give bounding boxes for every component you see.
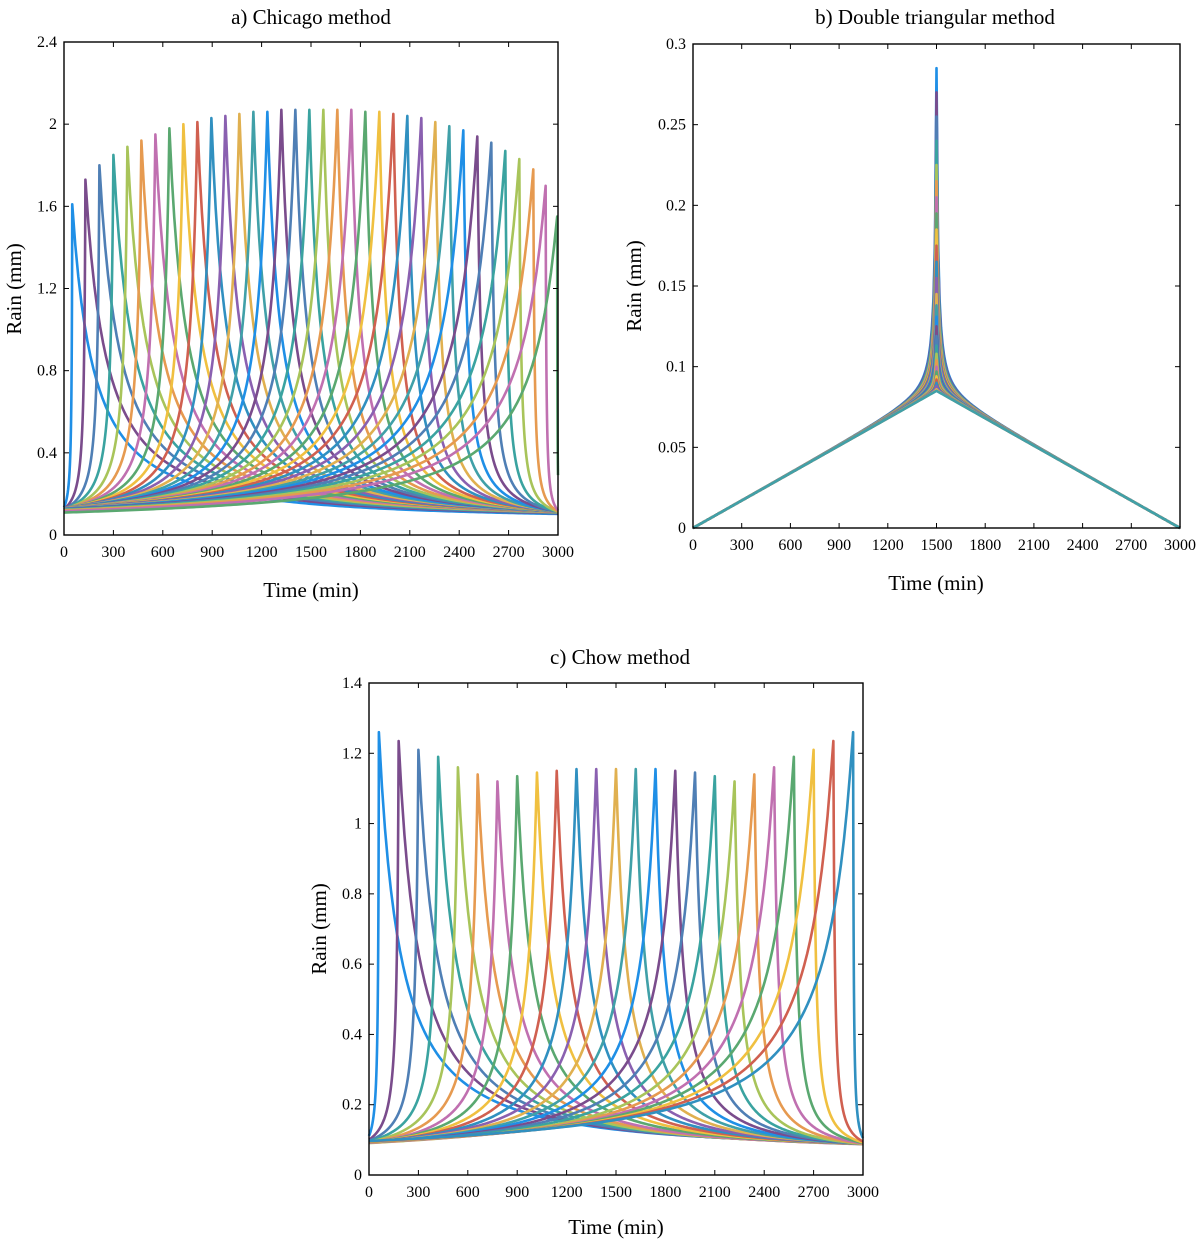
chow-y-tick-label: 1.2 xyxy=(342,745,362,762)
chow-y-tick-label: 0.6 xyxy=(342,956,362,973)
chicago-x-tick-label: 2100 xyxy=(394,544,426,561)
chow-curves xyxy=(367,730,865,1146)
panel-double-triangular: b) Double triangular method 0 300 600 900 12… xyxy=(622,5,1196,595)
chow-x-tick-label: 2100 xyxy=(699,1184,731,1201)
double-triangular-series-line xyxy=(692,381,1181,530)
chow-y-tick-label: 1 xyxy=(354,816,362,833)
double-triangular-x-tick-label: 900 xyxy=(827,537,851,554)
double-triangular-x-tick-label: 2400 xyxy=(1067,537,1099,554)
double-triangular-series-line xyxy=(692,370,1181,530)
chow-x-label: Time (min) xyxy=(568,1215,663,1239)
chicago-title: a) Chicago method xyxy=(231,5,391,29)
double-triangular-series-line xyxy=(692,387,1181,530)
chicago-y-tick-label: 0.4 xyxy=(37,445,57,462)
chow-series-line xyxy=(368,730,865,1143)
chow-x-tick-label: 2700 xyxy=(798,1184,830,1201)
double-triangular-y-tick-label: 0.25 xyxy=(658,117,686,134)
chicago-y-tick-label: 0 xyxy=(49,527,57,544)
chow-y-tick-label: 1.4 xyxy=(342,675,362,692)
chow-x-tick-label: 300 xyxy=(406,1184,430,1201)
chicago-x-tick-label: 3000 xyxy=(542,544,574,561)
chow-x-tick-label: 1500 xyxy=(600,1184,632,1201)
chow-y-tick-label: 0.8 xyxy=(342,886,362,903)
double-triangular-x-tick-label: 1500 xyxy=(921,537,953,554)
chicago-y-label: Rain (mm) xyxy=(2,243,26,335)
chicago-x-tick-label: 300 xyxy=(101,544,125,561)
double-triangular-y-tick-label: 0.3 xyxy=(666,36,686,53)
double-triangular-x-tick-label: 2700 xyxy=(1115,537,1147,554)
panel-chow: c) Chow method 0 300 600 900 1200 1500 1800 210… xyxy=(307,645,879,1239)
chow-x-tick-label: 900 xyxy=(505,1184,529,1201)
double-triangular-x-tick-label: 0 xyxy=(689,537,697,554)
double-triangular-y-tick-label: 0 xyxy=(678,520,686,537)
chow-title: c) Chow method xyxy=(550,645,690,669)
double-triangular-series-line xyxy=(692,378,1181,530)
chicago-x-tick-label: 1800 xyxy=(344,544,376,561)
double-triangular-x-tick-label: 600 xyxy=(778,537,802,554)
chow-x-tick-label: 0 xyxy=(365,1184,373,1201)
double-triangular-y-tick-label: 0.1 xyxy=(666,359,686,376)
chicago-y-tick-label: 0.8 xyxy=(37,363,57,380)
chow-y-tick-label: 0.4 xyxy=(342,1026,362,1043)
double-triangular-x-tick-label: 1800 xyxy=(969,537,1001,554)
chicago-y-tick-label: 1.2 xyxy=(37,281,57,298)
chow-x-tick-label: 600 xyxy=(456,1184,480,1201)
chicago-series-line xyxy=(62,202,559,516)
chow-y-tick-label: 0 xyxy=(354,1167,362,1184)
chicago-y-tick-label: 2.4 xyxy=(37,34,57,51)
chicago-y-tick-label: 2 xyxy=(49,116,57,133)
chow-x-tick-label: 2400 xyxy=(748,1184,780,1201)
double-triangular-series-line xyxy=(692,375,1181,530)
panel-chicago: a) Chicago method 0 300 600 900 1200 1500 1800… xyxy=(2,5,574,602)
chow-x-tick-label: 3000 xyxy=(847,1184,879,1201)
chicago-x-tick-label: 2700 xyxy=(493,544,525,561)
double-triangular-series-line xyxy=(692,389,1181,530)
double-triangular-title: b) Double triangular method xyxy=(815,5,1055,29)
double-triangular-x-label: Time (min) xyxy=(888,571,983,595)
chicago-curves xyxy=(62,108,560,516)
double-triangular-x-tick-label: 2100 xyxy=(1018,537,1050,554)
double-triangular-y-label: Rain (mm) xyxy=(622,240,646,332)
chow-x-tick-label: 1200 xyxy=(551,1184,583,1201)
double-triangular-x-tick-label: 1200 xyxy=(872,537,904,554)
chicago-x-tick-label: 1200 xyxy=(246,544,278,561)
chow-y-label: Rain (mm) xyxy=(307,883,331,975)
double-triangular-x-tick-label: 3000 xyxy=(1164,537,1196,554)
chow-y-ticks: 0 0.2 0.4 0.6 0.8 1 1.2 1.4 xyxy=(342,675,863,1184)
chow-x-tick-label: 1800 xyxy=(649,1184,681,1201)
chow-y-tick-label: 0.2 xyxy=(342,1097,362,1114)
chicago-y-ticks: 0 0.4 0.8 1.2 1.6 2 2.4 xyxy=(37,34,558,544)
double-triangular-series-line xyxy=(692,384,1181,530)
double-triangular-x-ticks: 0 300 600 900 1200 1500 1800 2100 2400 2700 3000 xyxy=(689,44,1196,554)
double-triangular-y-tick-label: 0.2 xyxy=(666,197,686,214)
chicago-x-ticks: 0 300 600 900 1200 1500 1800 2100 2400 2700 3000 xyxy=(60,42,574,561)
double-triangular-y-tick-label: 0.15 xyxy=(658,278,686,295)
double-triangular-x-tick-label: 300 xyxy=(730,537,754,554)
chicago-x-tick-label: 0 xyxy=(60,544,68,561)
chicago-x-label: Time (min) xyxy=(263,578,358,602)
chicago-series-line xyxy=(63,168,560,513)
chow-x-ticks: 0 300 600 900 1200 1500 1800 2100 2400 2700 3000 xyxy=(365,683,879,1201)
chicago-x-tick-label: 900 xyxy=(200,544,224,561)
chicago-x-tick-label: 1500 xyxy=(295,544,327,561)
chicago-series-line xyxy=(63,184,560,513)
chicago-x-tick-label: 2400 xyxy=(443,544,475,561)
double-triangular-y-tick-label: 0.05 xyxy=(658,439,686,456)
double-triangular-curves xyxy=(692,66,1181,530)
double-triangular-y-ticks: 0 0.05 0.1 0.15 0.2 0.25 0.3 xyxy=(658,36,1180,537)
chicago-x-tick-label: 600 xyxy=(151,544,175,561)
chicago-y-tick-label: 1.6 xyxy=(37,198,57,215)
